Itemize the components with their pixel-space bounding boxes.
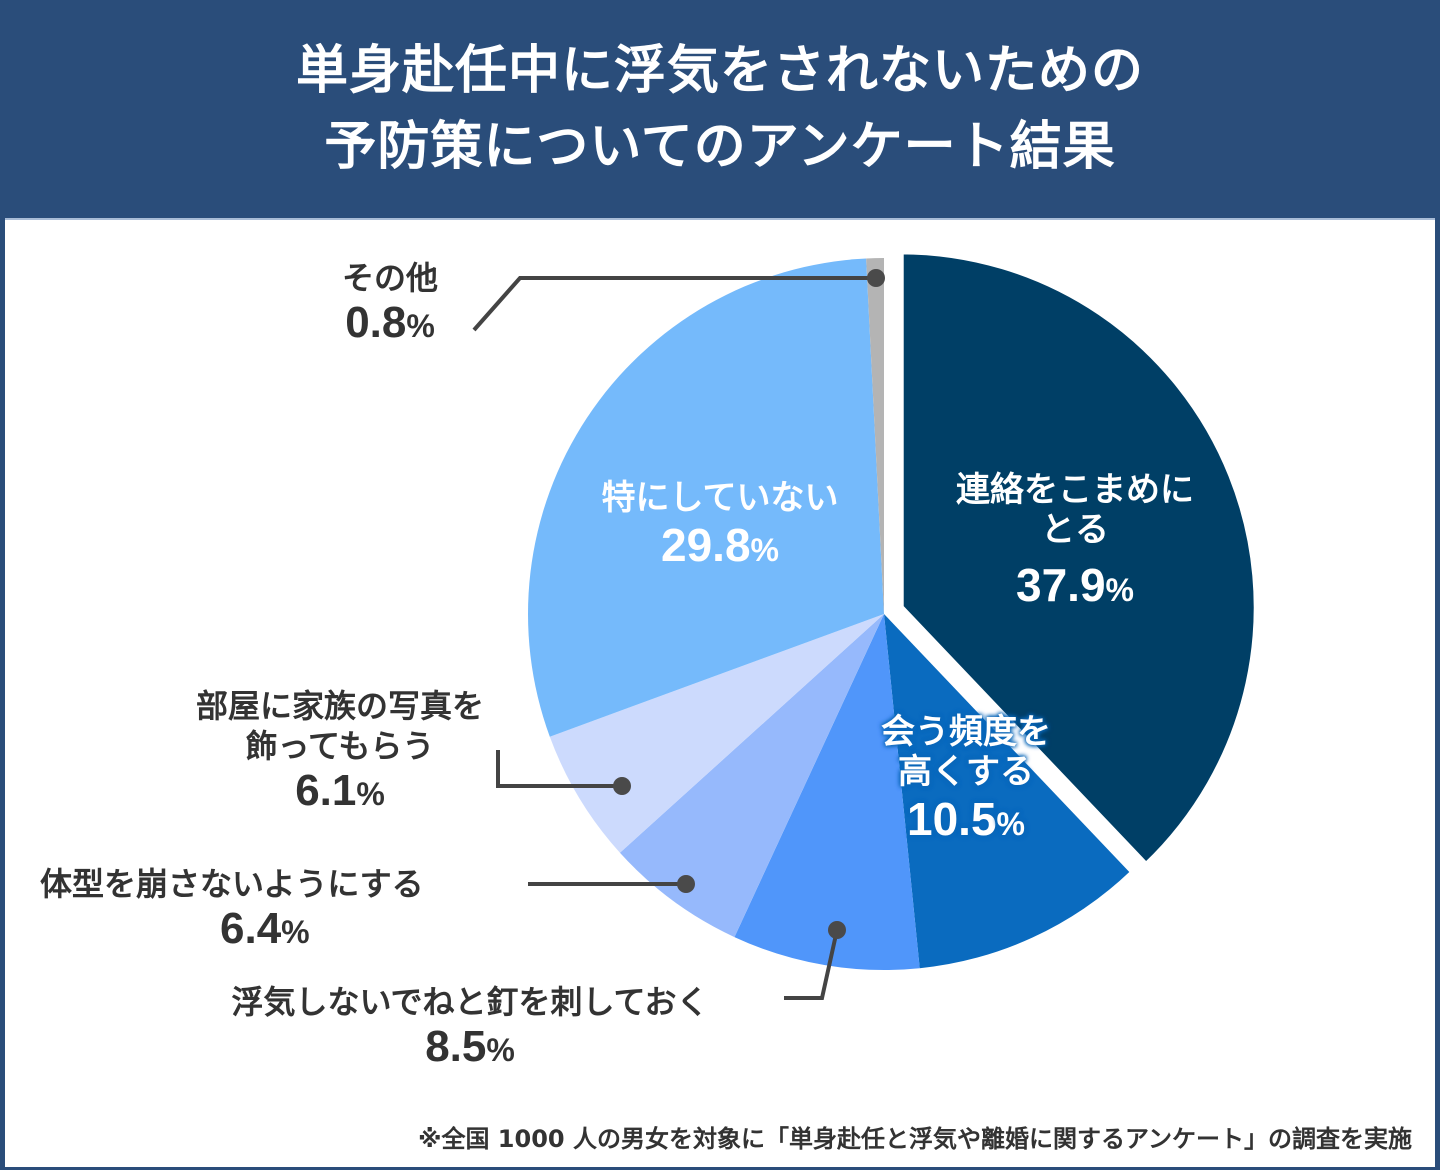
leader-line-shashin	[496, 750, 622, 788]
label-renraku: 連絡をこまめに とる 37.9%	[956, 470, 1194, 611]
leader-dot-kugi	[828, 921, 846, 939]
label-shashin: 部屋に家族の写真を 飾ってもらう 6.1%	[195, 687, 484, 815]
leader-dot-shashin	[613, 777, 631, 795]
chart-header: 単身赴任中に浮気をされないための 予防策についてのアンケート結果	[0, 0, 1440, 218]
leader-line-sonota	[472, 276, 876, 332]
label-taikei: 体型を崩さないようにする 6.4%	[40, 865, 424, 953]
label-au: 会う頻度を 高くする 10.5%	[881, 712, 1051, 845]
leader-line-kugi	[784, 929, 839, 1000]
chart-title-line-1: 単身赴任中に浮気をされないための	[295, 41, 1144, 101]
label-tokuni: 特にしていない 29.8%	[601, 478, 839, 571]
leader-dot-taikei	[677, 875, 695, 893]
pie-slice	[619, 614, 884, 938]
pie-slice	[884, 614, 1130, 969]
footnote: ※全国 1000 人の男女を対象に「単身赴任と浮気や離婚に関するアンケート」の調…	[418, 1125, 1412, 1153]
pie-slice	[897, 248, 1260, 870]
leader-dot-sonota	[867, 269, 885, 287]
pie-slice	[528, 258, 884, 737]
pie-slice	[549, 614, 884, 853]
label-sonota: その他 0.8%	[341, 259, 438, 347]
label-kugi: 浮気しないでねと釘を刺しておく 8.5%	[231, 983, 709, 1071]
pie-slice	[734, 614, 920, 970]
chart-title-line-2: 予防策についてのアンケート結果	[324, 117, 1116, 177]
pie-slice	[866, 258, 884, 614]
